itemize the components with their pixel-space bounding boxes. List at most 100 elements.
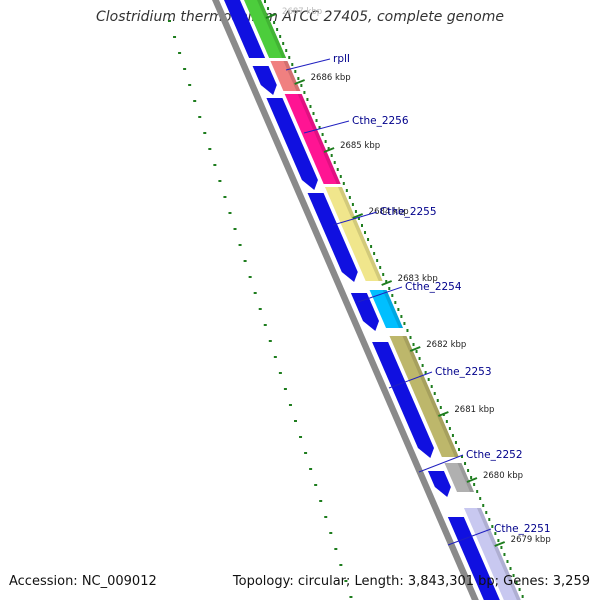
kbp-tick xyxy=(494,541,506,547)
kbp-label: 2680 kbp xyxy=(483,471,523,481)
topology-text: Topology: circular; Length: 3,843,301 bp… xyxy=(232,574,590,589)
ruler-dash xyxy=(491,525,494,528)
ruler-dash xyxy=(382,273,385,276)
gene-label: Cthe_2254 xyxy=(405,281,462,293)
gene-feature xyxy=(284,94,341,184)
ruler-dash xyxy=(412,343,415,346)
gene-feature-shade xyxy=(457,463,475,492)
gene-feature-shade xyxy=(337,187,383,281)
ruler-dash xyxy=(351,203,354,206)
gc-dot xyxy=(173,36,177,38)
gene-feature-shade xyxy=(476,508,521,600)
gene-feature-shade xyxy=(257,0,287,58)
ruler-dash xyxy=(454,441,457,444)
ruler-dash xyxy=(500,546,503,549)
gc-dot xyxy=(294,420,297,422)
gene-leader-line xyxy=(303,120,350,134)
cds-arrow xyxy=(372,342,434,458)
ruler-dash xyxy=(430,385,433,388)
kbp-tick xyxy=(323,147,335,153)
ruler-dash xyxy=(345,189,348,192)
ruler-dash xyxy=(448,427,451,430)
ruler-dash xyxy=(385,280,388,283)
kbp-tick xyxy=(438,411,449,417)
ruler-dash xyxy=(327,147,330,150)
gc-dot xyxy=(329,532,333,534)
kbp-label: 2679 kbp xyxy=(511,535,551,545)
ruler-dash xyxy=(388,287,391,290)
ruler-dash xyxy=(494,532,497,535)
ruler-dash xyxy=(482,504,485,507)
ruler-dash xyxy=(285,49,288,52)
ruler-dash xyxy=(373,252,376,255)
kbp-tick xyxy=(466,477,478,483)
gc-dot xyxy=(203,132,207,134)
ruler-dash xyxy=(400,315,403,318)
map-title: Clostridium thermocellum ATCC 27405, com… xyxy=(96,9,504,25)
kbp-label: 2681 kbp xyxy=(454,405,494,415)
gene-leader-line xyxy=(418,454,464,473)
cds-arrow xyxy=(252,66,277,95)
ruler-dash xyxy=(506,560,509,563)
cds-arrow xyxy=(266,98,318,190)
ruler-dash xyxy=(394,301,397,304)
gene-label: rplI xyxy=(333,53,350,65)
ruler-dash xyxy=(418,357,421,360)
kbp-label: 2684 kbp xyxy=(369,207,409,217)
ruler-dash xyxy=(357,217,360,220)
gc-dot xyxy=(299,436,303,438)
ruler-dash xyxy=(497,539,500,542)
ruler-dash xyxy=(324,140,327,143)
ruler-dash xyxy=(309,105,312,108)
ruler-dash xyxy=(321,133,324,136)
cds-arrow xyxy=(307,193,358,282)
ruler-dash xyxy=(433,392,436,395)
gc-dot xyxy=(324,516,328,518)
gene-feature xyxy=(369,290,404,328)
gc-dot xyxy=(168,20,171,22)
kbp-ruler: 2687 kbp 2686 kbp 2685 kbp 2684 kbp 2683 kbp… xyxy=(264,0,551,598)
ruler-dash xyxy=(312,112,315,115)
gene-labels: rplI Cthe_2256 Cthe_2255 Cthe_2254 Cthe_2253… xyxy=(285,53,551,546)
ruler-dash xyxy=(297,77,300,80)
ruler-dash xyxy=(464,462,467,465)
gene-feature xyxy=(444,463,475,492)
ruler-dash xyxy=(421,364,424,367)
gc-dot xyxy=(213,164,217,166)
kbp-label: 2683 kbp xyxy=(398,274,438,284)
gene-track xyxy=(244,0,521,600)
gc-dot xyxy=(223,196,227,198)
gc-dot xyxy=(349,596,353,598)
gc-dot-track xyxy=(168,20,353,598)
ruler-dash xyxy=(485,511,488,514)
ruler-dash xyxy=(515,581,518,584)
gc-dot xyxy=(288,404,292,406)
kbp-tick xyxy=(352,213,364,219)
ruler-dash xyxy=(473,483,476,486)
ruler-dash xyxy=(282,42,285,45)
ruler-dash xyxy=(330,154,333,157)
ruler-dash xyxy=(300,84,303,87)
ruler-dash xyxy=(512,574,515,577)
ruler-dash xyxy=(424,371,427,374)
gc-dot xyxy=(334,548,338,550)
gene-leader-line xyxy=(447,528,492,546)
ruler-dash xyxy=(409,336,412,339)
kbp-label: 2682 kbp xyxy=(426,340,466,350)
gc-dot xyxy=(268,340,272,342)
ruler-dash xyxy=(509,567,512,570)
gene-feature xyxy=(324,187,383,281)
gc-dot xyxy=(178,52,182,54)
ruler-dash xyxy=(264,0,266,3)
ruler-dash xyxy=(336,168,339,171)
ruler-dash xyxy=(376,259,379,262)
ruler-dash xyxy=(451,434,454,437)
ruler-dash xyxy=(518,588,521,591)
gene-leader-line xyxy=(388,371,433,389)
gene-label: Cthe_2252 xyxy=(466,449,523,461)
cds-arrow xyxy=(224,0,266,58)
ruler-dash xyxy=(457,448,460,451)
gc-dot xyxy=(304,452,308,454)
kbp-label: 2685 kbp xyxy=(340,141,380,151)
